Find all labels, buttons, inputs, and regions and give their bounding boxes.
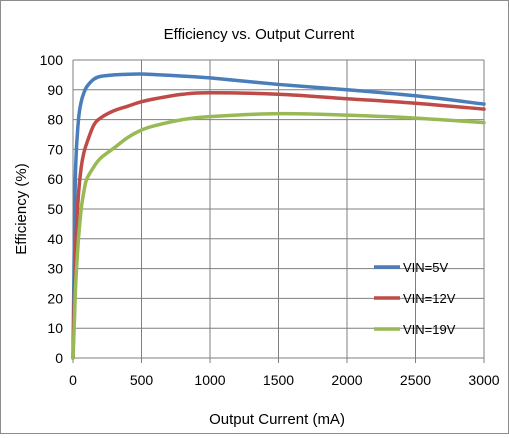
y-tick-label: 30 [47,261,63,277]
series-lines [71,72,486,360]
x-tick-label: 2500 [400,372,431,388]
x-tick-label: 500 [130,372,154,388]
y-tick-label: 70 [47,141,63,157]
x-axis-title: Output Current (mA) [209,411,345,428]
legend-label: VIN=19V [403,322,456,337]
series-line-2 [71,91,486,360]
y-tick-label: 100 [40,52,64,68]
y-tick-label: 80 [47,112,63,128]
x-tick-label: 3000 [468,372,499,388]
series-line-1 [71,72,486,360]
y-tick-label: 20 [47,290,63,306]
legend-item-2: VIN=12V [374,291,456,306]
legend-label: VIN=5V [403,260,448,275]
legend: VIN=5V VIN=12V VIN=19V [374,260,456,337]
y-tick-label: 90 [47,82,63,98]
x-tick-label: 2000 [331,372,362,388]
legend-item-3: VIN=19V [374,322,456,337]
x-tick-label: 1500 [263,372,294,388]
y-tick-label: 50 [47,201,63,217]
grid-layer [73,59,485,358]
y-tick-label: 10 [47,320,63,336]
legend-item-1: VIN=5V [374,260,448,275]
legend-label: VIN=12V [403,291,456,306]
chart-title: Efficiency vs. Output Current [164,26,355,43]
x-tick-label: 0 [69,372,77,388]
y-tick-label: 0 [55,350,63,366]
x-tick-label: 1000 [194,372,225,388]
y-axis-title: Efficiency (%) [13,163,30,254]
y-tick-label: 60 [47,171,63,187]
series-line-3 [71,111,486,360]
y-tick-label: 40 [47,231,63,247]
